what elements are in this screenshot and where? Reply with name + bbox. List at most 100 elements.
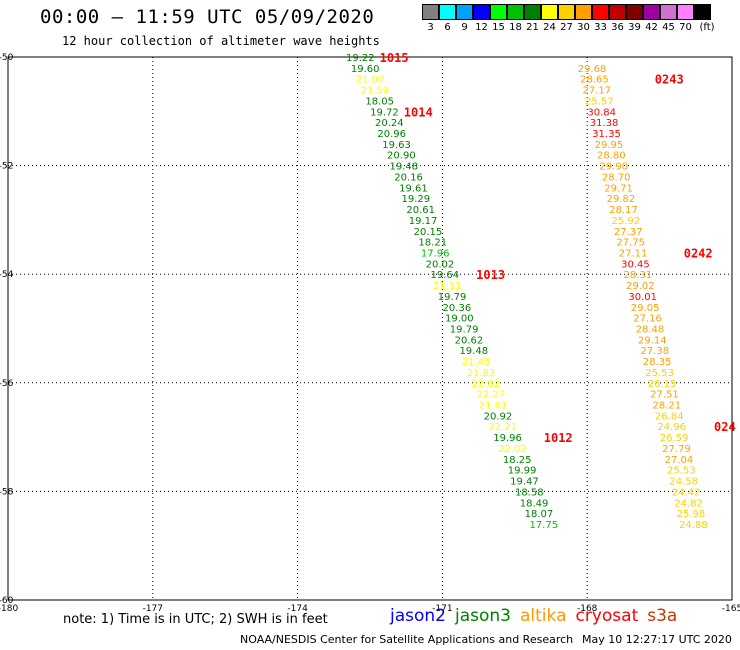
scale-swatch [524, 4, 541, 20]
wave-height-value: 18.25 [503, 455, 532, 466]
map-subtitle: 12 hour collection of altimeter wave hei… [62, 34, 380, 48]
wave-height-value: 29.02 [626, 281, 655, 292]
legend-cryosat: cryosat [575, 606, 639, 626]
wave-height-value: 28.35 [643, 357, 672, 368]
wave-height-value: 24.58 [669, 477, 698, 488]
pass-time-label: 1015 [380, 51, 409, 65]
wave-height-value: 25.53 [667, 466, 696, 477]
scale-swatch [592, 4, 609, 20]
wave-height-value: 22.21 [488, 422, 517, 433]
wave-height-value: 18.21 [418, 238, 447, 249]
wave-height-value: 27.38 [640, 346, 669, 357]
wave-height-value: 20.90 [387, 151, 416, 162]
wave-height-value: 19.29 [402, 194, 431, 205]
track-jason3: 19.2219.6021.0021.5918.0519.7220.2420.96… [346, 51, 573, 531]
wave-height-value: 20.16 [394, 172, 423, 183]
wave-height-value: 21.11 [433, 281, 462, 292]
wave-height-value: 20.96 [377, 129, 406, 140]
scale-swatch [643, 4, 660, 20]
lon-tick-label: -165 [722, 604, 740, 614]
scale-label: 15 [492, 22, 505, 33]
wave-height-value: 20.36 [443, 303, 472, 314]
lon-tick-label: -180 [0, 604, 18, 614]
footer-credit: NOAA/NESDIS Center for Satellite Applica… [240, 633, 574, 646]
wave-height-value: 26.84 [655, 411, 684, 422]
wave-height-value: 28.17 [609, 205, 638, 216]
wave-height-value: 29.95 [595, 140, 624, 151]
scale-swatch [626, 4, 643, 20]
scale-swatch [490, 4, 507, 20]
wave-height-value: 19.00 [445, 314, 474, 325]
lat-tick-label: -56 [0, 379, 14, 389]
scale-label: 42 [645, 22, 658, 33]
wave-height-value: 18.58 [515, 487, 544, 498]
wave-height-value: 24.96 [657, 422, 686, 433]
scale-swatch [507, 4, 524, 20]
scale-swatch [456, 4, 473, 20]
wave-height-value: 21.00 [356, 75, 385, 86]
wave-height-value: 28.31 [624, 270, 653, 281]
wave-height-value: 19.63 [382, 140, 411, 151]
scale-swatch [473, 4, 490, 20]
wave-height-value: 31.38 [590, 118, 619, 129]
wave-height-value: 20.61 [406, 205, 435, 216]
scale-label: 6 [444, 22, 451, 33]
legend-s3a: s3a [647, 606, 678, 626]
pass-time-label: 0242 [684, 246, 713, 260]
map-frame [7, 56, 733, 601]
scale-swatch [541, 4, 558, 20]
wave-height-value: 27.16 [633, 314, 662, 325]
wave-height-value: 24.88 [679, 520, 708, 531]
wave-height-value: 24.82 [674, 498, 703, 509]
map-grid: -180 -177 -174 -171 -168 -165 -50 -52 -54 -56 -58 -… [0, 53, 740, 614]
scale-swatch [422, 4, 439, 20]
legend-altika: altika [520, 606, 567, 626]
wave-height-value: 25.57 [585, 96, 614, 107]
wave-height-value: 29.82 [607, 194, 636, 205]
satellite-tracks: 19.2219.6021.0021.5918.0519.7220.2420.96… [346, 51, 736, 531]
wave-height-value: 18.07 [525, 509, 554, 520]
wave-height-value: 20.62 [455, 335, 484, 346]
wave-height-value: 24.42 [672, 487, 701, 498]
lon-tick-label: -168 [577, 604, 598, 614]
scale-swatch [677, 4, 694, 20]
scale-label: 12 [475, 22, 488, 33]
wave-height-value: 19.22 [346, 53, 375, 64]
wave-height-value: 29.71 [604, 183, 633, 194]
wave-height-value: 22.82 [472, 379, 501, 390]
wave-height-value: 31.35 [592, 129, 621, 140]
scale-swatch [439, 4, 456, 20]
scale-swatch [609, 4, 626, 20]
wave-height-value: 19.17 [409, 216, 438, 227]
wave-height-value: 28.21 [653, 401, 682, 412]
lon-tick-label: -171 [432, 604, 452, 614]
wave-height-value: 28.48 [636, 325, 665, 336]
wave-height-value: 28.80 [597, 151, 626, 162]
lat-tick-label: -52 [0, 162, 13, 172]
wave-height-value: 21.45 [462, 357, 491, 368]
wave-height-value: 28.65 [580, 75, 609, 86]
scale-label: 36 [611, 22, 624, 33]
pass-time-label: 1014 [404, 105, 433, 119]
scale-label: 3 [427, 22, 434, 33]
wave-height-value: 18.49 [520, 498, 549, 509]
scale-label: 9 [461, 22, 468, 33]
track-cryosat: 29.6828.6527.1725.5730.8431.3831.3529.95… [578, 64, 736, 531]
wave-height-value: 20.24 [375, 118, 404, 129]
wave-height-value: 19.72 [370, 107, 399, 118]
scale-label: 70 [679, 22, 692, 33]
wave-height-value: 19.60 [351, 64, 380, 75]
pass-time-label: 1013 [476, 268, 505, 282]
scale-swatch [558, 4, 575, 20]
scale-label: 21 [526, 22, 539, 33]
lat-tick-label: -54 [0, 270, 14, 280]
scale-label: 39 [628, 22, 641, 33]
note-text: note: 1) Time is in UTC; 2) SWH is in fe… [63, 612, 328, 627]
wave-height-value: 29.90 [599, 162, 628, 173]
scale-unit: (ft) [699, 22, 715, 33]
lat-tick-label: -50 [0, 53, 14, 63]
scale-swatch [660, 4, 677, 20]
scale-label: 45 [662, 22, 675, 33]
lat-tick-label: -58 [0, 487, 14, 497]
